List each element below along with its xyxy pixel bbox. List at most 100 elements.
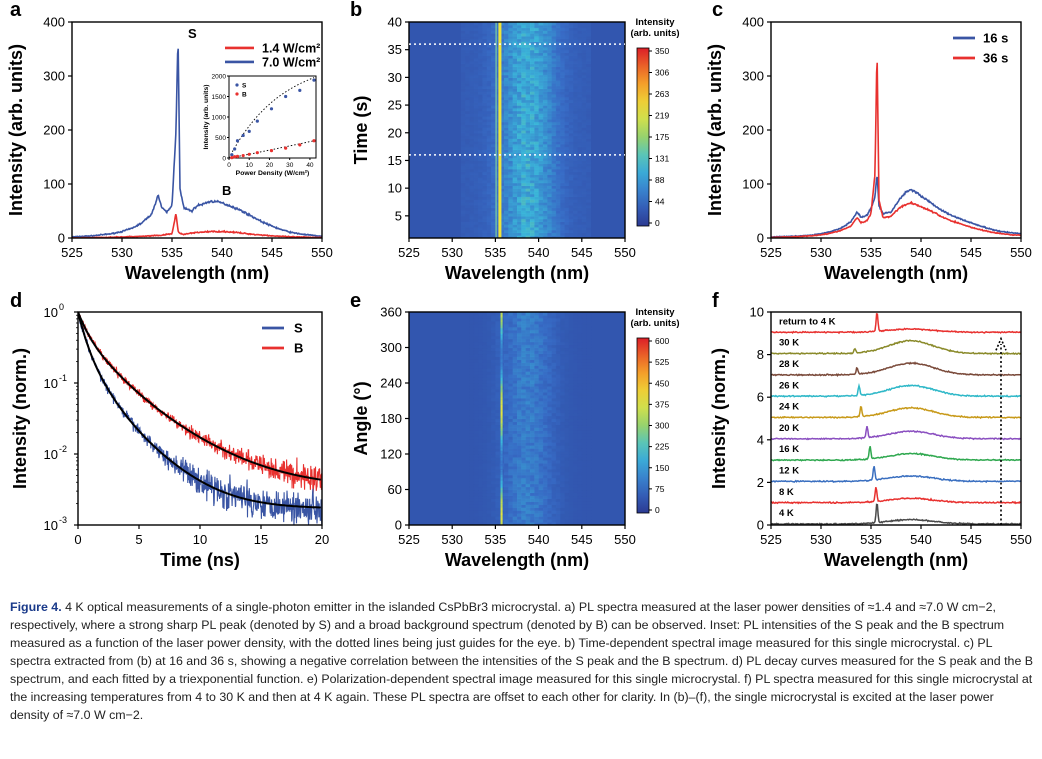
heatmap-cell bbox=[529, 130, 535, 134]
heatmap-cell bbox=[517, 365, 522, 369]
heatmap-cell bbox=[560, 132, 566, 137]
heatmap-cell bbox=[555, 226, 561, 231]
heatmap-cell bbox=[491, 35, 496, 40]
heatmap-peak-segment bbox=[500, 431, 503, 434]
heatmap-cell bbox=[504, 471, 509, 476]
heatmap-cell bbox=[560, 218, 566, 222]
temperature-arrow-head bbox=[995, 336, 1007, 351]
heatmap-cell bbox=[581, 323, 587, 328]
heatmap-cell bbox=[473, 436, 479, 440]
heatmap-cell bbox=[478, 207, 484, 211]
heatmap-cell bbox=[469, 110, 475, 114]
heatmap-cell bbox=[547, 522, 553, 525]
heatmap-cell bbox=[525, 317, 531, 322]
heatmap-cell bbox=[534, 507, 540, 511]
heatmap-cell bbox=[573, 356, 579, 360]
heatmap-cell bbox=[547, 332, 553, 337]
heatmap-peak-segment bbox=[500, 520, 503, 523]
heatmap-cell bbox=[495, 202, 501, 206]
heatmap-cell bbox=[538, 127, 544, 131]
heatmap-cell bbox=[508, 185, 514, 189]
heatmap-cell bbox=[478, 347, 484, 352]
heatmap-cell bbox=[547, 107, 553, 112]
heatmap-cell bbox=[547, 323, 553, 328]
heatmap-cell bbox=[460, 171, 466, 175]
heatmap-peak-segment bbox=[500, 455, 503, 457]
heatmap-cell bbox=[486, 107, 492, 112]
heatmap-cell bbox=[486, 403, 492, 408]
heatmap-cell bbox=[478, 94, 484, 98]
heatmap-cell bbox=[560, 436, 566, 440]
heatmap-cell bbox=[555, 388, 561, 393]
heatmap-peak-segment bbox=[500, 367, 503, 370]
heatmap-cell bbox=[460, 154, 466, 159]
heatmap-cell bbox=[560, 30, 566, 34]
heatmap-cell bbox=[586, 391, 592, 396]
heatmap-peak-segment bbox=[500, 353, 503, 356]
heatmap-cell bbox=[473, 177, 479, 181]
heatmap-cell bbox=[568, 403, 574, 408]
heatmap-cell bbox=[542, 391, 548, 396]
heatmap-cell bbox=[542, 397, 548, 402]
heatmap-cell bbox=[560, 362, 566, 366]
heatmap-peak-segment bbox=[500, 316, 503, 319]
heatmap-cell bbox=[534, 448, 540, 452]
heatmap-cell bbox=[517, 492, 522, 497]
y-tick-label: 20 bbox=[388, 125, 402, 140]
heatmap-cell bbox=[534, 323, 540, 328]
heatmap-cell bbox=[586, 436, 592, 440]
heatmap-cell bbox=[573, 350, 579, 355]
heatmap-cell bbox=[560, 516, 566, 520]
heatmap-cell bbox=[473, 385, 479, 390]
heatmap-cell bbox=[460, 157, 466, 162]
heatmap-cell bbox=[495, 113, 501, 117]
heatmap-cell bbox=[564, 160, 570, 164]
heatmap-cell bbox=[586, 182, 592, 186]
heatmap-cell bbox=[491, 127, 496, 131]
y-axis-label: Time (s) bbox=[351, 96, 371, 165]
heatmap-cell bbox=[499, 118, 505, 123]
heatmap-cell bbox=[577, 480, 583, 485]
heatmap-cell bbox=[538, 495, 544, 499]
heatmap-cell bbox=[499, 41, 505, 45]
heatmap-cell bbox=[555, 350, 561, 355]
heatmap-cell bbox=[560, 338, 566, 343]
heatmap-cell bbox=[504, 385, 509, 390]
heatmap-cell bbox=[529, 160, 535, 164]
heatmap-cell bbox=[491, 489, 496, 494]
heatmap-cell bbox=[495, 107, 501, 112]
heatmap-cell bbox=[534, 226, 540, 231]
heatmap-cell bbox=[508, 77, 514, 81]
heatmap-cell bbox=[469, 513, 475, 517]
heatmap-cell bbox=[538, 483, 544, 488]
heatmap-cell bbox=[521, 519, 527, 523]
x-tick-label: 540 bbox=[528, 245, 550, 260]
heatmap-cell bbox=[551, 132, 557, 137]
temperature-spectrum bbox=[771, 487, 1021, 505]
heatmap-cell bbox=[491, 371, 496, 375]
heatmap-cell bbox=[525, 149, 531, 153]
heatmap-cell bbox=[568, 374, 574, 378]
heatmap-peak-segment bbox=[500, 478, 503, 481]
heatmap-cell bbox=[555, 190, 561, 195]
heatmap-cell bbox=[538, 323, 544, 328]
heatmap-cell bbox=[517, 454, 522, 458]
heatmap-cell bbox=[555, 44, 561, 48]
heatmap-cell bbox=[542, 168, 548, 173]
heatmap-cell bbox=[551, 85, 557, 90]
heatmap-cell bbox=[555, 468, 561, 473]
heatmap-cell bbox=[508, 99, 514, 103]
heatmap-cell bbox=[499, 193, 505, 198]
heatmap-cell bbox=[521, 41, 527, 45]
heatmap-cell bbox=[478, 356, 484, 360]
heatmap-cell bbox=[508, 193, 514, 198]
heatmap-cell bbox=[568, 516, 574, 520]
heatmap-cell bbox=[478, 388, 484, 393]
heatmap-cell bbox=[495, 124, 501, 128]
heatmap-cell bbox=[581, 483, 587, 488]
heatmap-cell bbox=[525, 474, 531, 479]
heatmap-cell bbox=[581, 27, 587, 31]
heatmap-cell bbox=[504, 391, 509, 396]
heatmap-cell bbox=[512, 22, 518, 26]
heatmap-cell bbox=[551, 74, 557, 78]
